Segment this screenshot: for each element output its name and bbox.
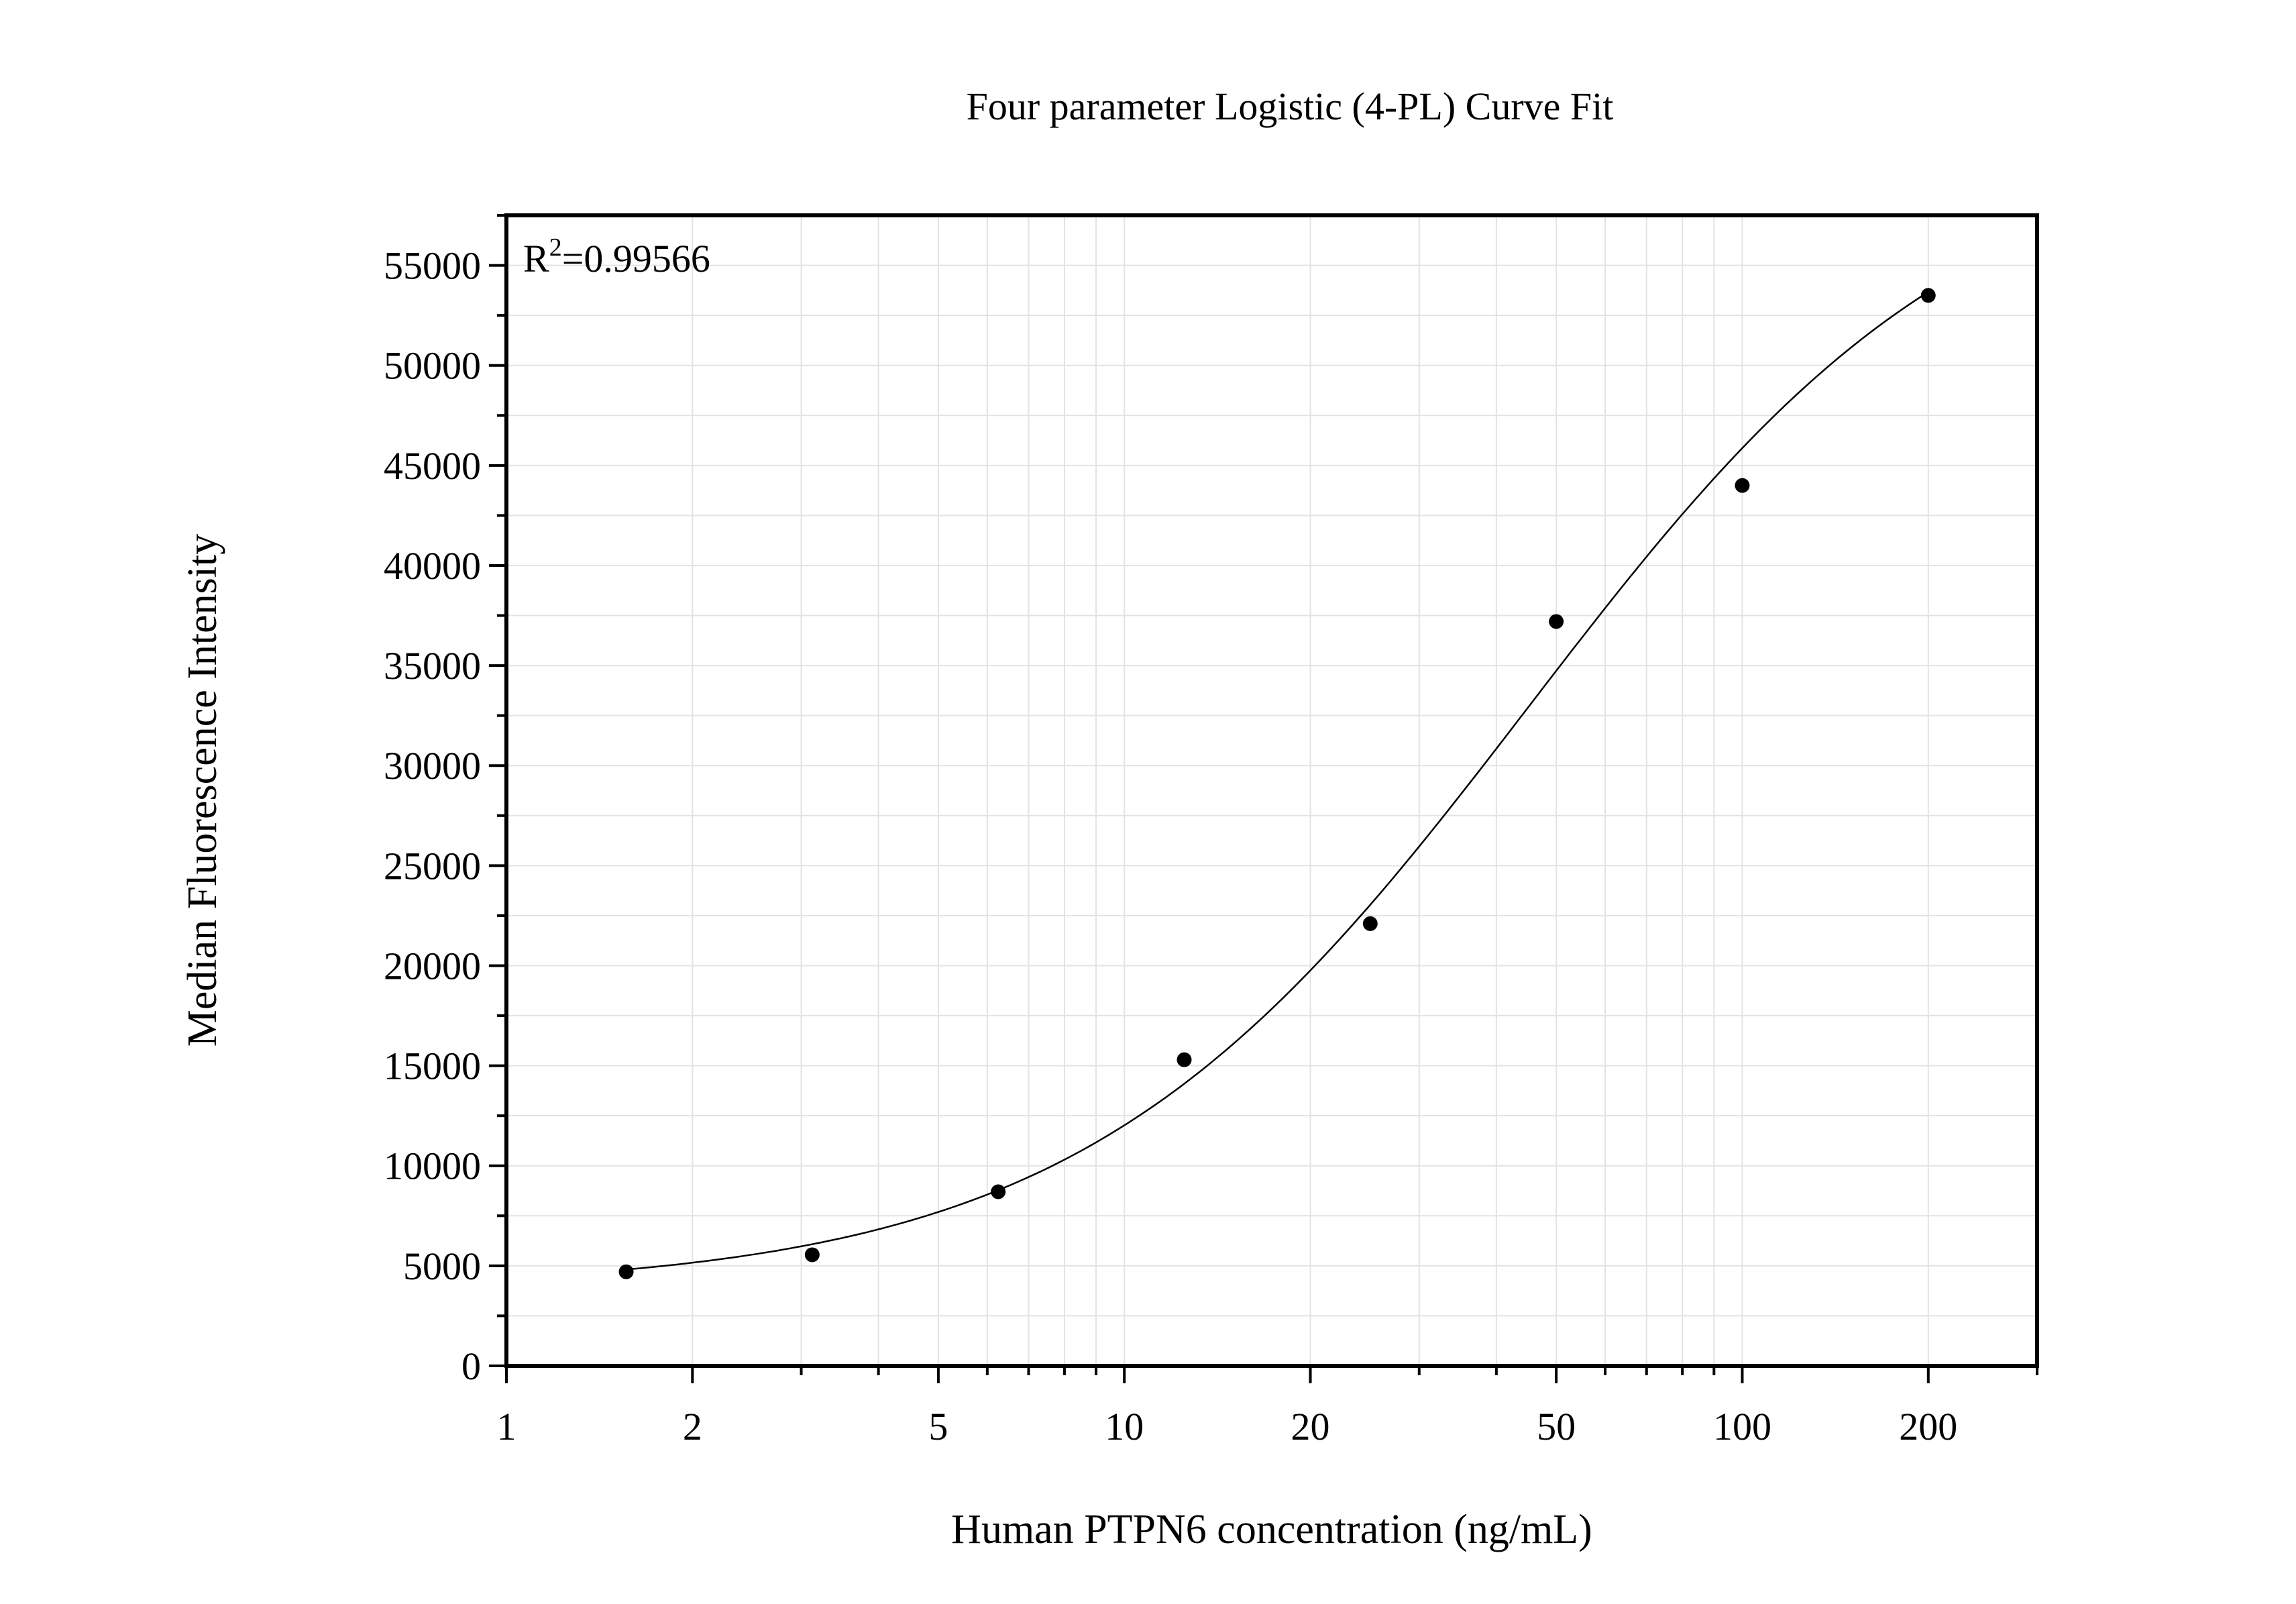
data-points — [618, 288, 1936, 1279]
data-point — [804, 1247, 820, 1263]
y-tick-label: 45000 — [384, 444, 481, 488]
x-tick-label: 5 — [928, 1405, 948, 1448]
ticks: 1 2 5 10 20 50 100 200 0 5000 10000 15000 20000 25000… — [384, 214, 2038, 1448]
y-axis-label: Median Fluorescence Intensity — [180, 534, 225, 1047]
data-point — [991, 1184, 1006, 1199]
data-point — [618, 1264, 634, 1279]
y-tick-label: 40000 — [384, 544, 481, 588]
grid — [506, 215, 2038, 1367]
y-tick-label: 55000 — [384, 244, 481, 288]
y-tick-label: 20000 — [384, 944, 481, 987]
data-point — [1735, 478, 1750, 493]
fit-curve — [626, 291, 1929, 1271]
x-tick-label: 2 — [683, 1405, 702, 1448]
chart-title: Four parameter Logistic (4-PL) Curve Fit — [967, 85, 1614, 128]
x-tick-label: 50 — [1537, 1405, 1576, 1448]
y-tick-label: 0 — [461, 1344, 481, 1388]
data-point — [1549, 614, 1564, 629]
y-tick-label: 35000 — [384, 644, 481, 688]
y-tick-label: 5000 — [403, 1244, 481, 1288]
y-tick-label: 25000 — [384, 844, 481, 888]
y-tick-label: 30000 — [384, 744, 481, 788]
y-tick-label: 15000 — [384, 1045, 481, 1088]
plot-frame — [504, 213, 2039, 1368]
x-tick-label: 100 — [1713, 1405, 1771, 1448]
r-squared-annotation: R2=0.99566 — [523, 233, 710, 280]
x-tick-label: 20 — [1291, 1405, 1330, 1448]
data-point — [1362, 916, 1378, 931]
x-axis-label: Human PTPN6 concentration (ng/mL) — [951, 1507, 1592, 1552]
data-point — [1177, 1052, 1192, 1067]
y-tick-label: 10000 — [384, 1144, 481, 1188]
x-tick-label: 200 — [1899, 1405, 1957, 1448]
y-tick-label: 50000 — [384, 344, 481, 388]
x-tick-label: 10 — [1105, 1405, 1144, 1448]
data-point — [1920, 288, 1936, 303]
x-tick-label: 1 — [497, 1405, 516, 1448]
